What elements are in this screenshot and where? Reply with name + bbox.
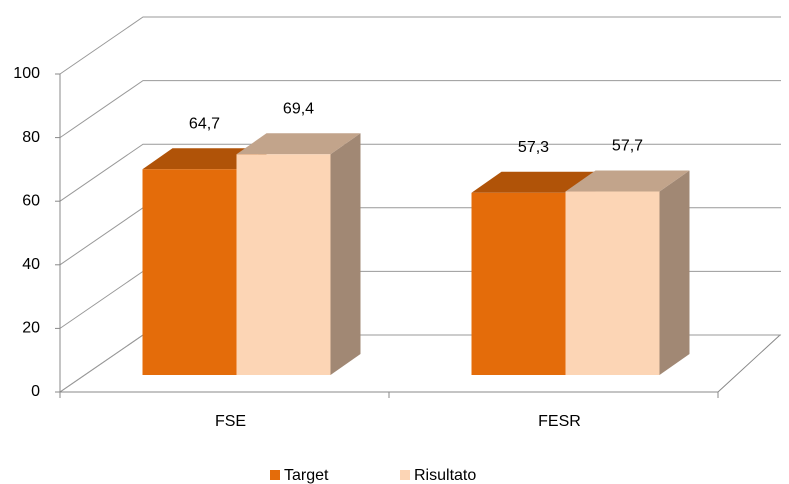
- legend-swatch: [270, 470, 280, 480]
- bar: [236, 154, 331, 375]
- grid-line: [59, 143, 781, 202]
- bar-top: [236, 133, 361, 155]
- bar: [471, 192, 566, 375]
- y-tick-label: 100: [13, 65, 40, 82]
- value-label: 69,4: [283, 101, 314, 118]
- y-tick-label: 20: [22, 320, 40, 337]
- bar-top: [565, 170, 690, 192]
- bar-top: [142, 148, 267, 170]
- legend-label: Target: [284, 467, 329, 484]
- bar-side: [330, 133, 361, 375]
- y-tick-label: 80: [22, 129, 40, 146]
- grid-line: [59, 80, 781, 139]
- bar-side: [659, 170, 690, 375]
- x-tick-label: FESR: [538, 413, 581, 430]
- y-tick-label: 0: [31, 383, 40, 400]
- x-tick-label: FSE: [215, 413, 246, 430]
- grid-line: [59, 16, 781, 75]
- y-tick-label: 40: [22, 256, 40, 273]
- bar: [142, 169, 237, 375]
- legend-swatch: [400, 470, 410, 480]
- legend-label: Risultato: [414, 467, 476, 484]
- value-label: 57,7: [612, 138, 643, 155]
- value-label: 57,3: [518, 139, 549, 156]
- bar: [565, 191, 660, 375]
- value-label: 64,7: [189, 115, 220, 132]
- bar-top: [471, 171, 596, 193]
- y-tick-label: 60: [22, 192, 40, 209]
